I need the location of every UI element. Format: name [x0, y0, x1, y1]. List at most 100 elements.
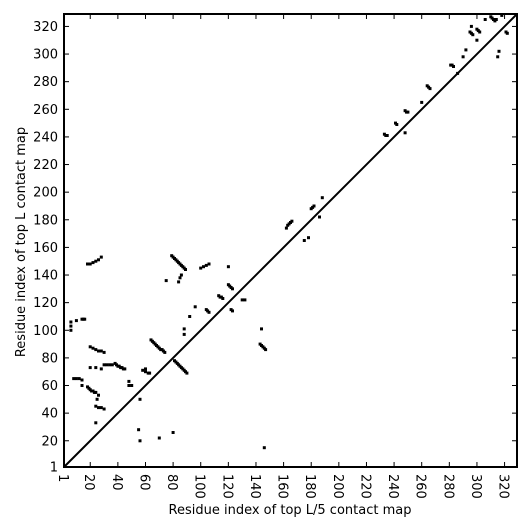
contact-point — [395, 123, 399, 126]
contact-point — [231, 309, 234, 313]
contact-point — [188, 315, 192, 318]
y-tick-label: 60 — [41, 379, 58, 394]
contact-point — [69, 320, 73, 324]
contact-point — [72, 377, 76, 381]
contact-point — [284, 226, 288, 230]
contact-point — [97, 258, 100, 262]
y-tick-label: 200 — [33, 186, 58, 201]
contact-point — [88, 345, 92, 349]
contact-point — [182, 332, 186, 336]
y-tick-label: 180 — [33, 213, 58, 228]
contact-point — [469, 24, 473, 28]
y-tick-label: 140 — [33, 269, 58, 284]
x-tick-label: 280 — [440, 474, 455, 499]
contact-point — [102, 407, 106, 411]
x-tick-label: 80 — [164, 474, 179, 491]
x-axis-title: Residue index of top L/5 contact map — [169, 503, 412, 518]
x-tick-label: 260 — [413, 474, 428, 499]
contact-point — [178, 276, 182, 280]
contact-point — [226, 265, 230, 269]
y-tick-label: 280 — [33, 75, 58, 90]
contact-point — [385, 134, 389, 137]
contact-point — [420, 100, 424, 104]
contact-point — [461, 55, 465, 59]
contact-point — [171, 431, 175, 434]
contact-point — [69, 328, 73, 332]
contact-point — [260, 327, 263, 331]
x-tick-label: 220 — [357, 474, 372, 499]
contact-point — [290, 219, 294, 223]
contact-point — [138, 439, 142, 443]
contact-point — [483, 18, 487, 21]
contact-point — [320, 196, 324, 200]
contact-point — [94, 404, 98, 408]
y-tick-label: 220 — [33, 158, 58, 173]
contact-point — [88, 366, 92, 370]
contact-point — [105, 363, 109, 367]
contact-point — [452, 65, 455, 68]
contact-point — [243, 298, 247, 302]
y-tick-label: 240 — [33, 130, 58, 145]
x-tick-label: 60 — [136, 474, 151, 491]
contact-point — [193, 305, 197, 309]
contact-point — [496, 55, 500, 59]
x-tick-label: 120 — [219, 474, 234, 499]
contact-point — [505, 31, 509, 35]
contact-point — [494, 18, 498, 21]
contact-point — [184, 268, 187, 271]
y-tick-label: 1 — [50, 461, 58, 476]
contact-point — [204, 263, 208, 267]
contact-point — [83, 317, 87, 321]
contact-point — [74, 377, 78, 381]
contact-point — [99, 255, 103, 259]
contact-point — [144, 367, 147, 371]
contact-point — [262, 446, 266, 450]
contact-point — [86, 262, 89, 266]
contact-point — [94, 348, 98, 352]
diagonal-line — [63, 13, 518, 468]
x-tick-label: 300 — [468, 474, 483, 499]
contact-point — [99, 349, 103, 353]
contact-point — [163, 350, 167, 354]
contact-point — [141, 368, 145, 372]
contact-point — [137, 428, 141, 432]
x-tick-label: 200 — [330, 474, 345, 499]
contact-point — [199, 266, 203, 270]
x-tick-label: 160 — [275, 474, 290, 499]
plot-area — [63, 13, 518, 468]
contact-point — [102, 350, 106, 354]
y-axis-title: Residue index of top L contact map — [14, 127, 29, 357]
contact-point — [97, 349, 100, 353]
contact-point — [108, 363, 112, 367]
contact-point — [177, 280, 181, 284]
y-tick-label: 20 — [41, 434, 58, 449]
y-tick-label: 320 — [33, 20, 58, 35]
contact-point — [127, 384, 131, 387]
x-tick-label: 40 — [109, 474, 124, 491]
contact-point — [157, 436, 161, 440]
contact-point — [148, 371, 152, 375]
y-tick-label: 80 — [41, 351, 58, 366]
contact-point — [182, 327, 186, 331]
contact-point — [80, 378, 84, 382]
contact-point — [478, 30, 482, 34]
contact-point — [428, 87, 432, 91]
contact-point — [95, 397, 99, 401]
contact-point — [110, 363, 114, 367]
contact-point — [91, 346, 95, 350]
x-tick-label: 320 — [496, 474, 511, 499]
contact-point — [312, 204, 316, 208]
x-axis: 1 20 40 60 80 100 120 140 160 180 200 220 240 260 280 3… — [55, 14, 511, 499]
contact-point — [164, 279, 168, 283]
y-tick-label: 40 — [41, 407, 58, 422]
y-tick-label: 260 — [33, 103, 58, 118]
contact-points — [69, 13, 509, 450]
contact-point — [97, 406, 100, 410]
contact-point — [185, 371, 189, 375]
x-tick-label: 100 — [192, 474, 207, 499]
contact-point — [179, 273, 183, 277]
x-tick-label: 240 — [385, 474, 400, 499]
contact-point — [307, 236, 310, 240]
contact-point — [207, 262, 211, 266]
